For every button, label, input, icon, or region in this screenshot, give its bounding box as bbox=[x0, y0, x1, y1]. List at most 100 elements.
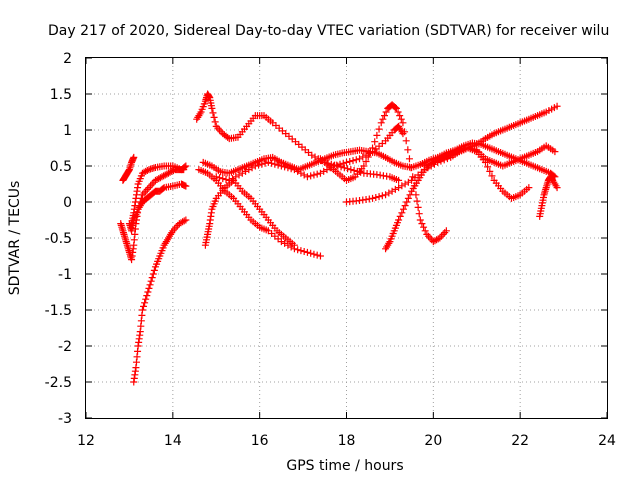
data-point bbox=[147, 277, 155, 285]
data-point bbox=[320, 167, 328, 175]
data-point bbox=[377, 119, 385, 127]
data-point bbox=[441, 229, 449, 237]
data-point bbox=[439, 230, 447, 238]
data-point bbox=[313, 170, 321, 178]
data-point bbox=[414, 203, 422, 211]
data-point bbox=[268, 159, 276, 167]
series-arc-8 bbox=[201, 176, 298, 249]
series-arc-15 bbox=[536, 173, 561, 220]
data-point bbox=[214, 124, 222, 132]
data-point bbox=[261, 159, 269, 167]
data-point bbox=[484, 163, 492, 171]
data-point bbox=[172, 223, 180, 231]
data-point bbox=[211, 118, 219, 126]
data-point bbox=[369, 144, 377, 152]
data-point bbox=[209, 109, 217, 117]
data-point bbox=[347, 166, 355, 174]
data-point bbox=[416, 216, 424, 224]
data-point bbox=[143, 167, 151, 174]
data-point bbox=[235, 171, 243, 179]
data-point bbox=[143, 185, 151, 193]
data-point bbox=[310, 171, 318, 179]
marks-layer bbox=[117, 90, 561, 386]
data-point bbox=[143, 292, 151, 300]
data-point bbox=[182, 216, 190, 224]
data-point bbox=[300, 248, 308, 255]
chart-title: Day 217 of 2020, Sidereal Day-to-day VTE… bbox=[48, 23, 609, 39]
data-point bbox=[372, 194, 380, 201]
series-arc-14 bbox=[421, 142, 559, 170]
x-tick-label: 18 bbox=[338, 433, 356, 449]
data-point bbox=[145, 184, 153, 192]
data-point bbox=[398, 209, 406, 217]
data-point bbox=[360, 162, 368, 170]
data-point bbox=[356, 155, 364, 163]
x-tick-label: 24 bbox=[598, 433, 616, 449]
data-point bbox=[251, 162, 259, 170]
data-point bbox=[179, 218, 187, 226]
data-point bbox=[433, 236, 441, 244]
data-point bbox=[382, 191, 390, 199]
data-point bbox=[142, 295, 150, 303]
y-tick-label: -2.5 bbox=[45, 375, 72, 391]
data-point bbox=[287, 165, 295, 173]
data-point bbox=[216, 126, 224, 134]
series-arc-5 bbox=[130, 216, 190, 386]
data-point bbox=[316, 169, 324, 177]
x-tick-label: 20 bbox=[424, 433, 442, 449]
data-point bbox=[346, 158, 354, 165]
data-point bbox=[222, 176, 230, 183]
data-point bbox=[395, 184, 403, 192]
series-arc-7 bbox=[195, 166, 324, 260]
data-point bbox=[401, 202, 409, 210]
y-tick-label: 0.5 bbox=[50, 159, 72, 175]
data-point bbox=[380, 112, 388, 120]
data-point bbox=[219, 175, 227, 183]
data-point bbox=[316, 252, 324, 260]
data-point bbox=[399, 119, 407, 127]
data-point bbox=[404, 178, 412, 186]
data-point bbox=[375, 193, 383, 201]
data-point bbox=[313, 251, 321, 259]
data-point bbox=[344, 165, 352, 173]
data-point bbox=[281, 163, 289, 171]
data-point bbox=[418, 220, 426, 228]
data-point bbox=[388, 187, 396, 195]
data-point bbox=[148, 180, 156, 188]
plot-frame bbox=[85, 57, 608, 419]
data-point bbox=[412, 191, 420, 199]
data-point bbox=[424, 232, 432, 240]
data-point bbox=[396, 112, 404, 120]
data-point bbox=[396, 212, 404, 220]
y-tick-label: -3 bbox=[58, 411, 72, 427]
x-tick-label: 14 bbox=[164, 433, 182, 449]
data-point bbox=[375, 125, 383, 133]
data-point bbox=[277, 162, 285, 170]
y-tick-label: -1 bbox=[58, 267, 72, 283]
data-point bbox=[525, 184, 533, 192]
data-point bbox=[212, 122, 220, 130]
series-arc-4 bbox=[125, 180, 190, 235]
data-point bbox=[145, 284, 153, 292]
data-point bbox=[349, 157, 357, 165]
data-point bbox=[216, 174, 224, 182]
data-point bbox=[486, 167, 494, 175]
data-point bbox=[398, 182, 406, 190]
x-axis-label: GPS time / hours bbox=[286, 458, 403, 474]
data-point bbox=[364, 153, 372, 161]
data-point bbox=[391, 104, 399, 111]
y-tick-label: -1.5 bbox=[45, 303, 72, 319]
data-point bbox=[210, 113, 218, 121]
data-point bbox=[391, 185, 399, 193]
data-point bbox=[404, 194, 412, 202]
data-point bbox=[258, 160, 266, 168]
data-point bbox=[413, 197, 421, 205]
data-point bbox=[385, 189, 393, 197]
axis-layer: 12 14 16 18 20 22 24 -3 -2.5 -2 -1.5 -1 -0.5 0 0.5 1 1.5… bbox=[45, 51, 616, 449]
data-point bbox=[379, 115, 387, 123]
data-point bbox=[274, 161, 282, 169]
data-point bbox=[415, 210, 423, 218]
series-arc-11 bbox=[316, 101, 450, 246]
data-point bbox=[159, 185, 167, 192]
